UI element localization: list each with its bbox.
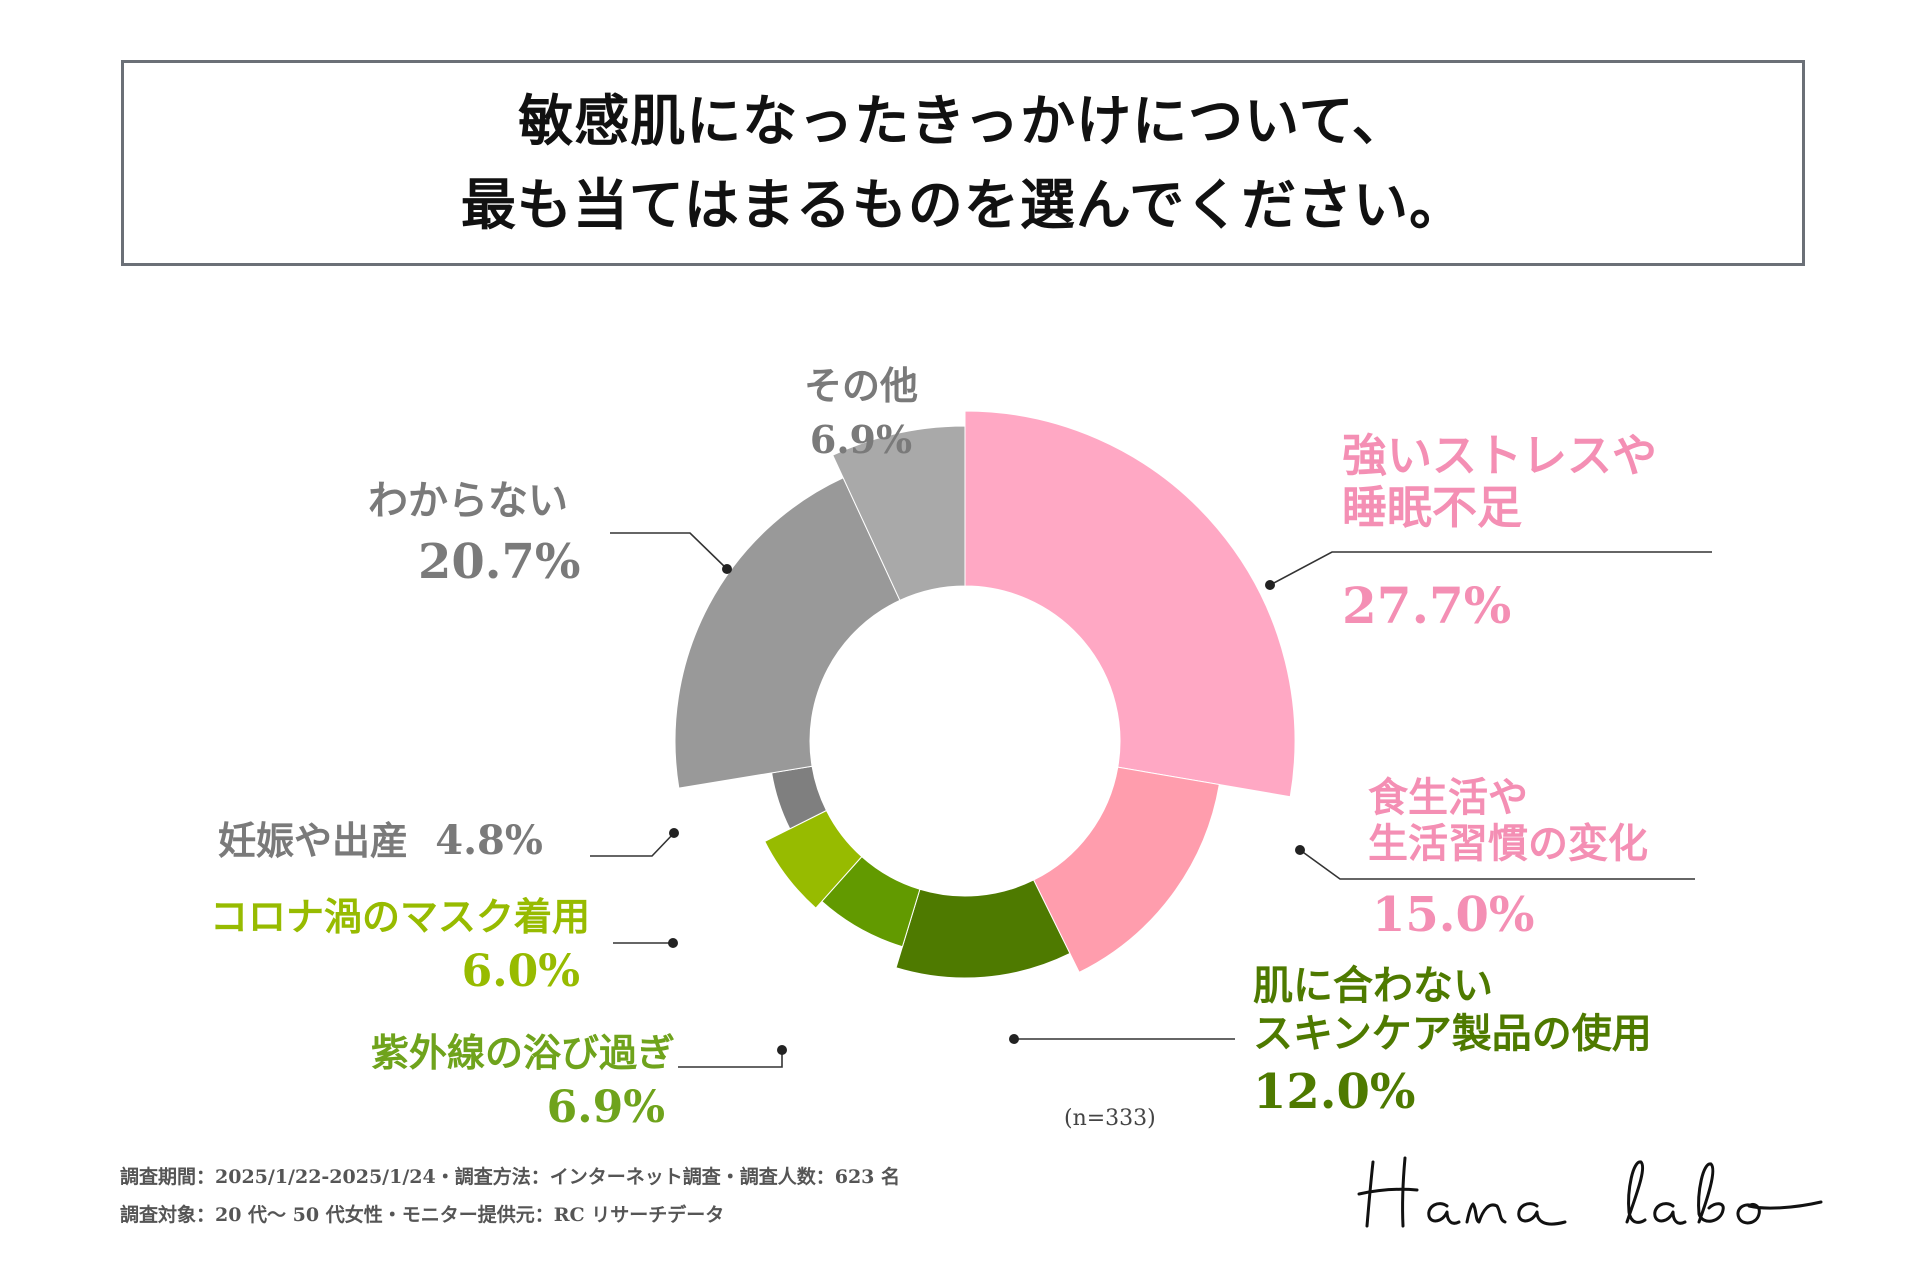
label-diet: 食生活や 生活習慣の変化 15.0%: [1368, 774, 1648, 944]
label-stress-line-1: 強いストレスや: [1342, 429, 1658, 482]
leader-mask-dot: [668, 938, 678, 948]
label-diet-line-1: 食生活や: [1368, 774, 1528, 821]
label-diet-percent: 15.0%: [1372, 887, 1535, 943]
leader-unknown-dot: [722, 564, 732, 574]
label-mask: コロナ渦のマスク着用 6.0%: [210, 892, 590, 997]
brand-logo: [1355, 1150, 1825, 1244]
label-uv: 紫外線の浴び過ぎ 6.9%: [371, 1028, 675, 1133]
label-skincare-line-1: 肌に合わない: [1253, 962, 1493, 1009]
label-unknown-percent: 20.7%: [418, 534, 581, 590]
label-pregnancy-percent: 4.8%: [435, 817, 543, 864]
leader-stress-dot: [1265, 580, 1275, 590]
label-stress-percent: 27.7%: [1342, 576, 1512, 635]
leader-stress: [1269, 551, 1712, 586]
label-stress: 強いストレスや 睡眠不足 27.7%: [1342, 429, 1658, 636]
label-mask-line-1: コロナ渦のマスク着用: [209, 894, 590, 939]
label-stress-line-2: 睡眠不足: [1342, 481, 1523, 534]
leader-diet: [1299, 849, 1695, 880]
slice-diet: [1032, 766, 1220, 974]
label-diet-line-2: 生活習慣の変化: [1368, 820, 1648, 867]
label-uv-line-1: 紫外線の浴び過ぎ: [370, 1030, 675, 1075]
label-pregnancy-line-1: 妊娠や出産: [218, 818, 409, 863]
label-skincare: 肌に合わない スキンケア製品の使用 12.0%: [1253, 962, 1652, 1120]
leader-diet-dot: [1295, 845, 1305, 855]
label-skincare-percent: 12.0%: [1253, 1064, 1416, 1120]
label-other-percent: 6.9%: [809, 417, 913, 462]
label-skincare-line-2: スキンケア製品の使用: [1253, 1010, 1652, 1057]
leader-uv: [678, 1050, 783, 1068]
title-box: 敏感肌になったきっかけについて、 最も当てはまるものを選んでください。: [121, 60, 1805, 266]
label-mask-percent: 6.0%: [461, 946, 580, 997]
leader-pregnancy: [590, 832, 675, 857]
hana-labo-logo: [1357, 1156, 1823, 1228]
sample-size: (n=333): [1064, 1106, 1156, 1131]
slice-unknown: [674, 477, 901, 789]
leader-skincare-dot: [1009, 1034, 1019, 1044]
leader-pregnancy-dot: [669, 828, 679, 838]
label-uv-percent: 6.9%: [546, 1082, 665, 1133]
title-line-2: 最も当てはまるものを選んでください。: [460, 172, 1466, 237]
label-unknown-line-1: わからない: [368, 477, 568, 524]
label-unknown: わからない 20.7%: [368, 476, 581, 590]
leader-uv-dot: [777, 1045, 787, 1055]
label-other-line-1: その他: [804, 363, 919, 408]
label-pregnancy: 妊娠や出産 4.8%: [218, 816, 543, 866]
label-other: その他 6.9%: [804, 362, 918, 464]
footer-survey-period: 調査期間：2025/1/22-2025/1/24・調査方法：インターネット調査・…: [120, 1166, 901, 1188]
leader-unknown: [610, 532, 728, 570]
title-line-1: 敏感肌になったきっかけについて、: [518, 88, 1408, 153]
footer-survey-target: 調査対象：20 代～ 50 代女性・モニター提供元：RC リサーチデータ: [120, 1204, 725, 1226]
slice-other: [832, 425, 966, 602]
slice-stress: [964, 410, 1296, 798]
slice-skincare: [895, 879, 1071, 979]
